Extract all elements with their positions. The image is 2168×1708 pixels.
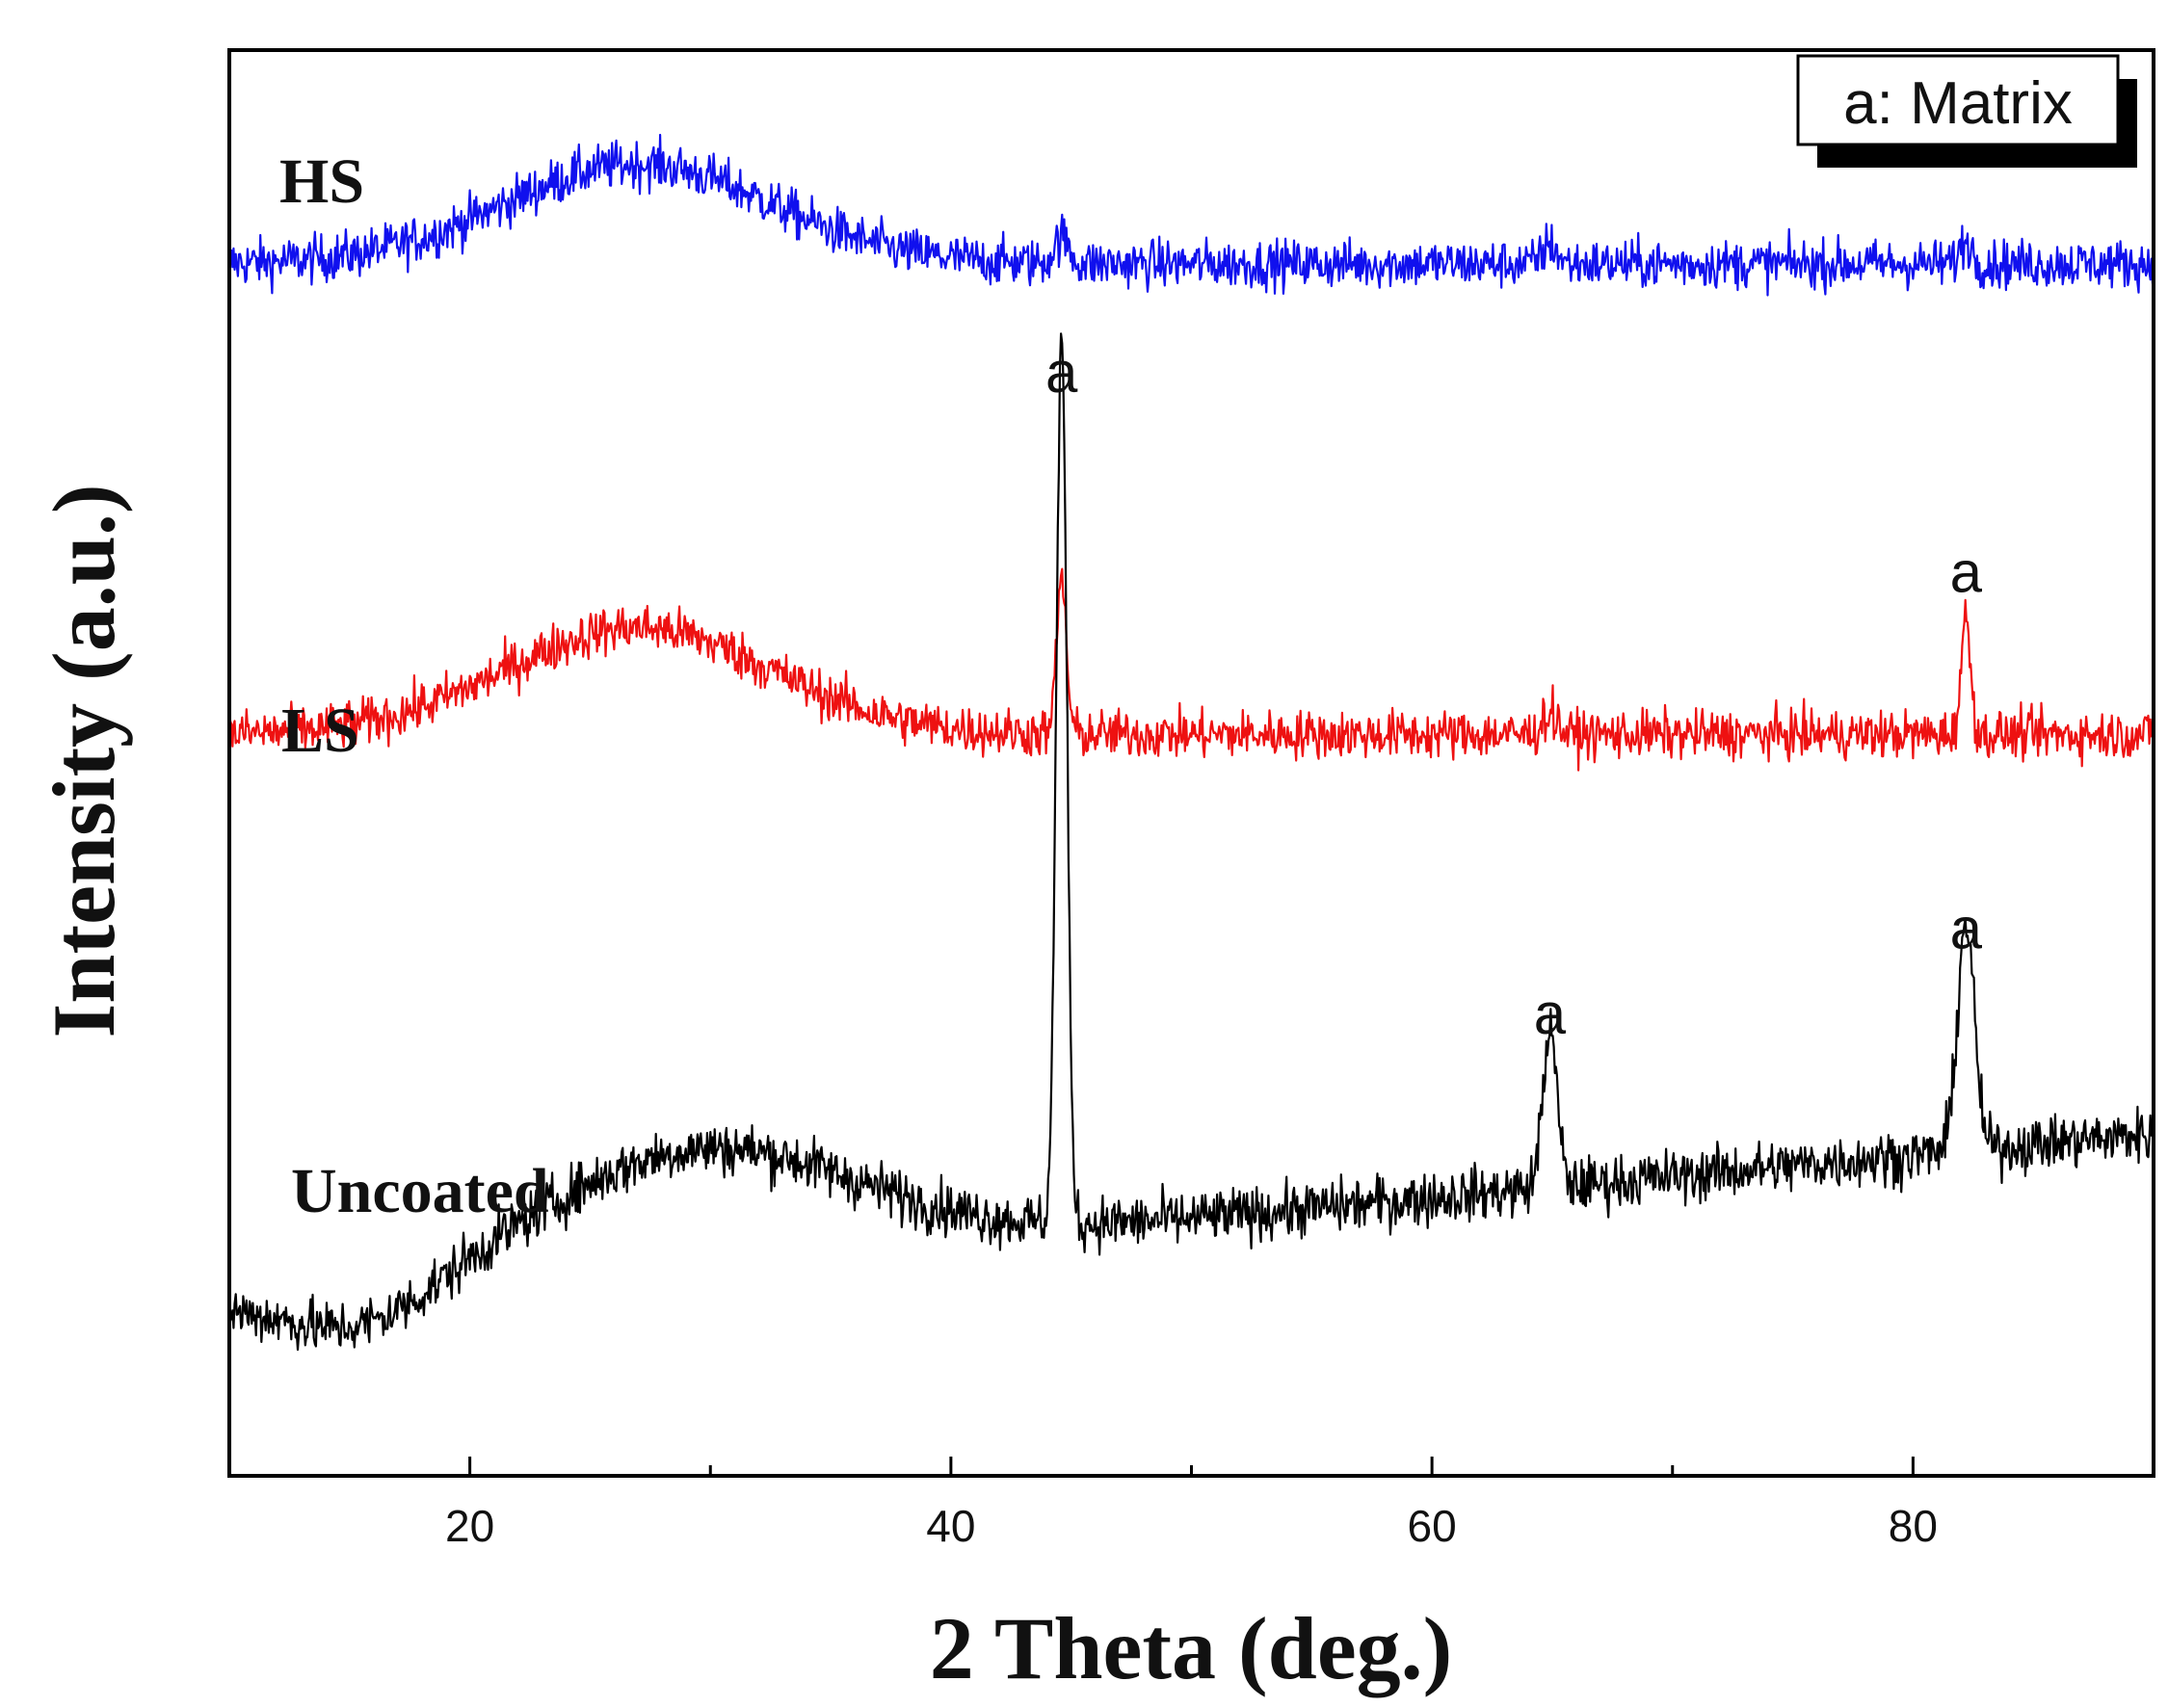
peak-annotation-2: a [1534, 982, 1567, 1046]
series-label-ls: LS [281, 696, 359, 766]
x-tick-label-80: 80 [1889, 1501, 1938, 1551]
series-line-ls [227, 567, 2155, 772]
legend-text: a: Matrix [1843, 70, 2073, 137]
peak-annotation-0: a [1045, 340, 1078, 405]
series-label-hs: HS [279, 146, 364, 217]
peak-annotation-3: a [1950, 896, 1983, 960]
legend-box: a: Matrix [1796, 54, 2137, 168]
x-axis-title: 2 Theta (deg.) [930, 1599, 1453, 1697]
annotation-layer: HS LS Uncoated a a a a [279, 146, 1983, 1226]
peak-annotation-1: a [1950, 539, 1983, 604]
x-axis-ticks: 20 40 60 80 [445, 1457, 1938, 1551]
series-layer [227, 133, 2155, 1352]
x-tick-label-20: 20 [445, 1501, 494, 1551]
x-tick-label-60: 60 [1408, 1501, 1457, 1551]
series-line-uncoated [227, 332, 2155, 1352]
series-label-uncoated: Uncoated [291, 1156, 549, 1226]
series-line-hs [227, 133, 2155, 297]
x-tick-label-40: 40 [926, 1501, 975, 1551]
y-axis-title: Intensity (a.u.) [35, 484, 133, 1038]
legend-frame [1796, 54, 2120, 146]
